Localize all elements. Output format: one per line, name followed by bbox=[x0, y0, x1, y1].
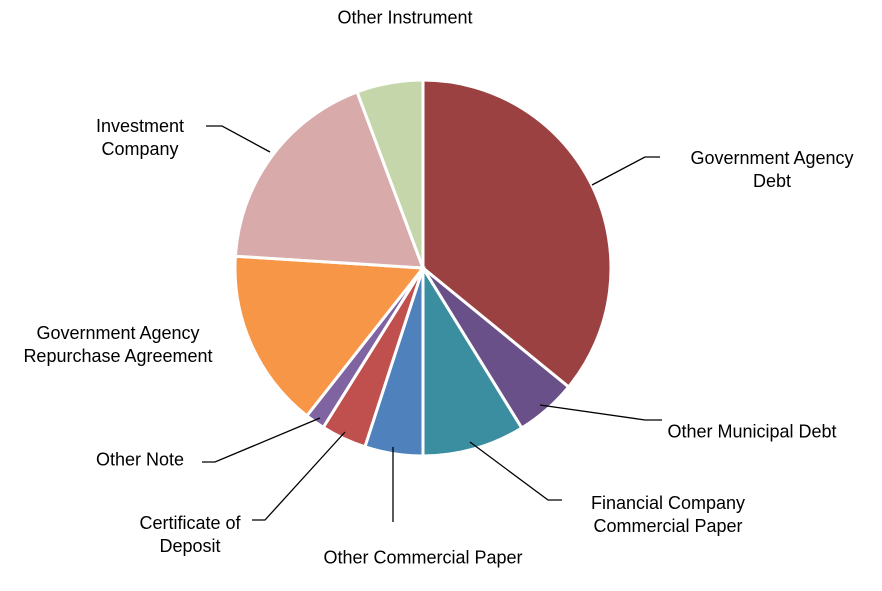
pie-slice bbox=[233, 89, 426, 270]
slice-label: Other Municipal Debt bbox=[667, 421, 837, 442]
slice-label: Other Instrument bbox=[337, 7, 473, 28]
slice-label: Investment Company bbox=[95, 116, 185, 159]
slice-label: Certificate of Deposit bbox=[139, 513, 241, 556]
leader-line bbox=[202, 417, 321, 463]
leader-line bbox=[252, 431, 346, 521]
pie-slice bbox=[421, 262, 524, 458]
pie-slice bbox=[421, 78, 613, 390]
slice-label: Government Agency Repurchase Agreement bbox=[23, 323, 213, 366]
slice-label: Other Note bbox=[95, 449, 185, 470]
pie-slice bbox=[233, 254, 426, 418]
slice-label: Government Agency Debt bbox=[690, 148, 854, 191]
slice-label: Other Commercial Paper bbox=[323, 547, 523, 568]
pie-slice bbox=[355, 78, 425, 269]
slice-label: Financial Company Commercial Paper bbox=[590, 493, 746, 536]
leader-line bbox=[591, 156, 660, 186]
leader-line bbox=[469, 441, 562, 501]
leader-line bbox=[206, 125, 271, 153]
leader-line bbox=[539, 404, 662, 421]
